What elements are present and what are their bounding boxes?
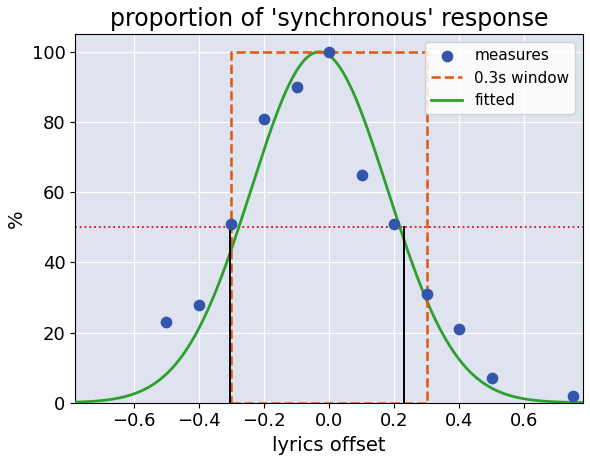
0.3s window — [423, 400, 430, 406]
0.3s window — [423, 49, 430, 55]
Title: proportion of 'synchronous' response: proportion of 'synchronous' response — [110, 7, 548, 31]
Legend: measures, 0.3s window, fitted: measures, 0.3s window, fitted — [425, 42, 575, 115]
measures — [455, 325, 464, 333]
measures — [259, 115, 268, 122]
measures — [487, 375, 497, 382]
fitted — [312, 50, 319, 55]
0.3s window — [228, 49, 235, 55]
fitted — [504, 392, 511, 397]
measures — [194, 301, 204, 308]
fitted — [49, 400, 56, 405]
measures — [162, 318, 171, 326]
measures — [422, 290, 431, 298]
0.3s window — [228, 400, 235, 406]
fitted — [379, 172, 386, 178]
Line: fitted: fitted — [53, 52, 590, 403]
X-axis label: lyrics offset: lyrics offset — [273, 436, 386, 455]
0.3s window — [228, 400, 235, 406]
measures — [292, 83, 301, 91]
Line: 0.3s window: 0.3s window — [231, 52, 427, 403]
measures — [569, 392, 578, 400]
Y-axis label: %: % — [7, 209, 26, 228]
fitted — [315, 49, 322, 55]
measures — [227, 220, 236, 227]
measures — [357, 171, 366, 178]
measures — [324, 48, 334, 55]
fitted — [316, 49, 323, 55]
fitted — [349, 89, 356, 95]
measures — [389, 220, 399, 227]
